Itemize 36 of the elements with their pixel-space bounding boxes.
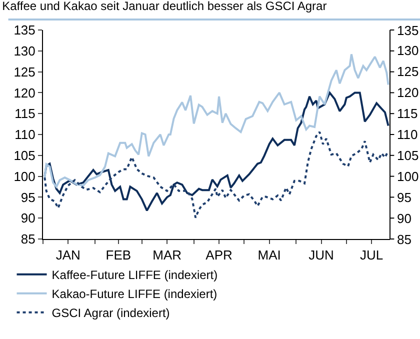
line-series (44, 130, 390, 219)
x-tick-label: MAI (258, 248, 281, 263)
y2-tick-label: 105 (14, 148, 36, 163)
y2-tick-label: 100 (14, 168, 36, 184)
y2-tick-label: 130 (14, 43, 36, 58)
y2-tick-label: 95 (20, 190, 36, 205)
legend-label: Kaffee-Future LIFFE (indexiert) (52, 268, 218, 282)
y-tick-label: 135 (397, 23, 419, 38)
x-tick-label: FEB (106, 248, 132, 263)
y-tick-label: 110 (397, 127, 418, 142)
y2-tick-label: 135 (14, 22, 36, 38)
y2-tick-label: 115 (14, 106, 36, 122)
legend-label: Kakao-Future LIFFE (indexiert) (52, 287, 218, 302)
y-tick-label: 115 (397, 106, 418, 121)
y-tick-label: 95 (397, 190, 412, 205)
y-tick-label: 100 (397, 169, 419, 184)
y2-tick-label: 125 (14, 64, 36, 80)
x-tick-label: JUL (360, 248, 384, 263)
y-tick-label: 125 (397, 64, 419, 79)
line-series (44, 92, 390, 212)
line-series (44, 53, 390, 188)
x-tick-label: JAN (56, 248, 80, 263)
chart-title: Kaffee und Kakao seit Januar deutlich besser als GSCI Agrar (2, 0, 327, 14)
y-tick-label: 120 (397, 85, 419, 100)
y2-tick-label: 120 (14, 85, 36, 100)
y2-tick-label: 110 (14, 127, 36, 142)
y-tick-label: 105 (397, 148, 419, 163)
y2-tick-label: 85 (20, 232, 36, 247)
x-tick-label: APR (206, 248, 232, 263)
x-tick-label: MAR (152, 248, 182, 263)
x-tick-label: JUN (308, 248, 334, 263)
y-tick-label: 130 (397, 43, 419, 58)
y-tick-label: 85 (397, 232, 412, 247)
legend-label: GSCI Agrar (indexiert) (52, 306, 170, 320)
y2-tick-label: 90 (20, 210, 36, 226)
y-tick-label: 90 (397, 211, 412, 226)
